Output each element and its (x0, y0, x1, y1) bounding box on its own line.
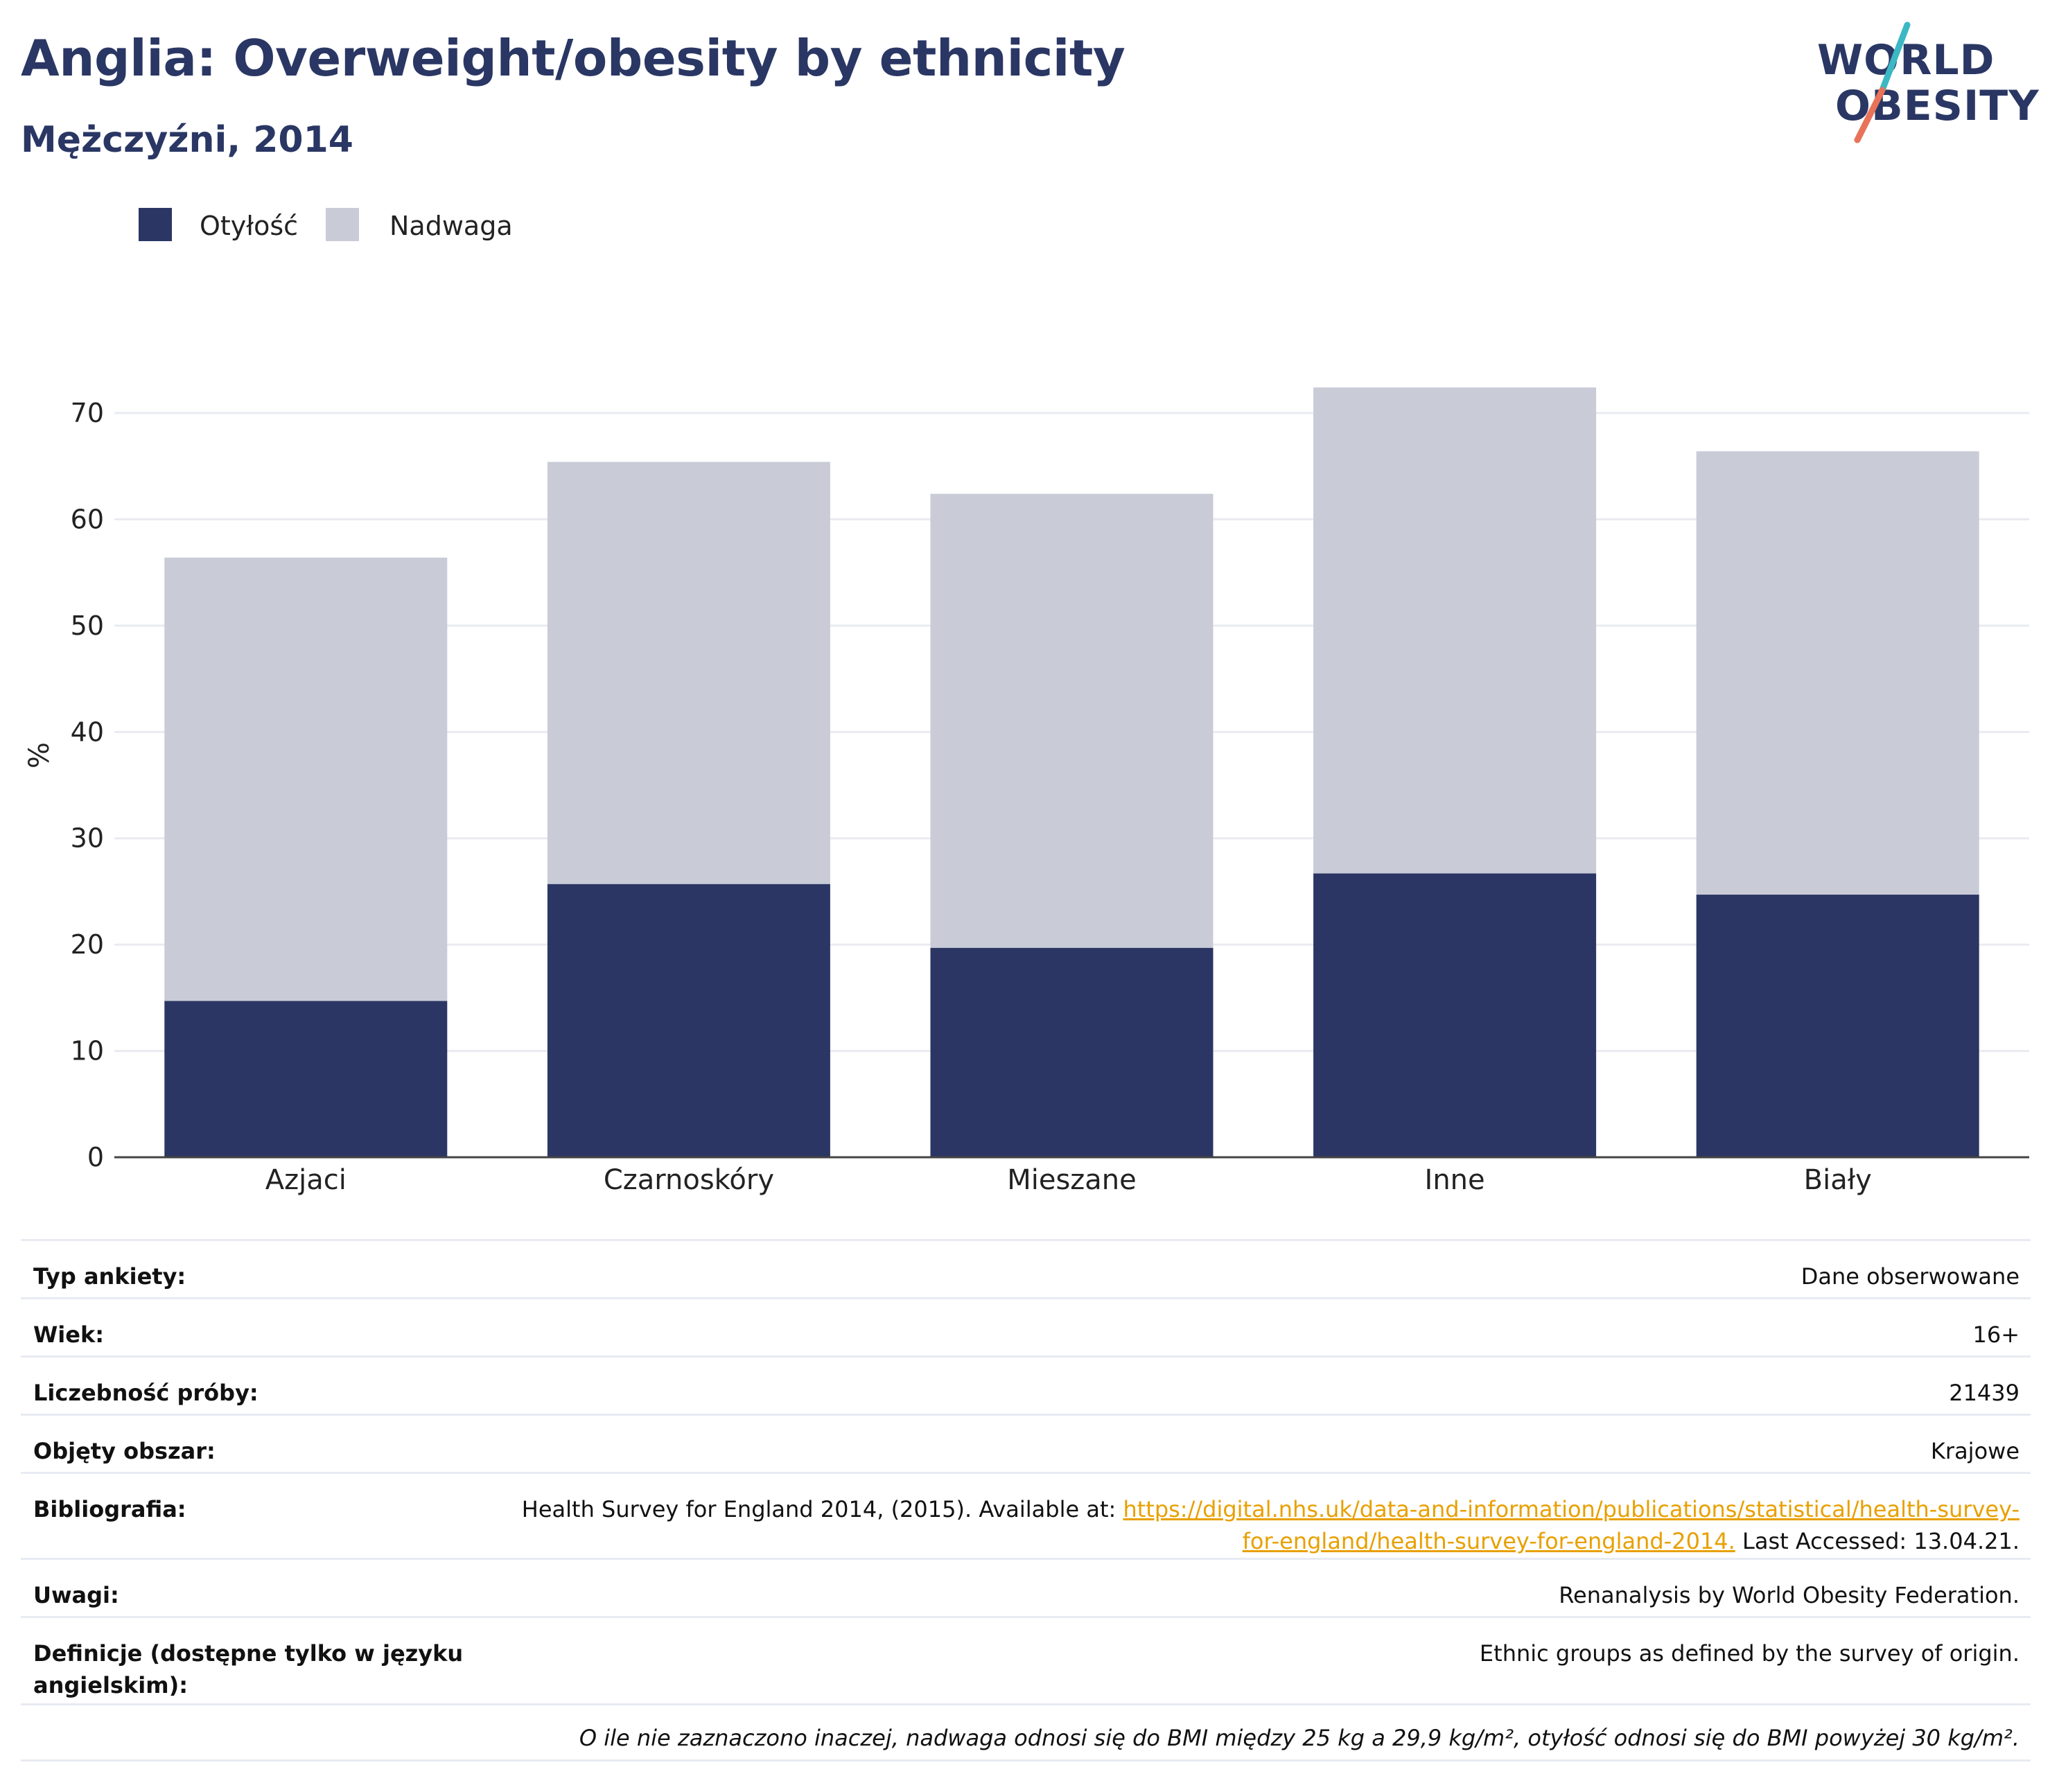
meta-row-bibliography: Bibliografia: Health Survey for England … (21, 1472, 2031, 1558)
bar-obesity (1696, 895, 1979, 1157)
y-tick-label: 70 (71, 398, 104, 428)
bar-overweight (1313, 387, 1597, 874)
meta-value: Ethnic groups as defined by the survey o… (1479, 1640, 2020, 1667)
logo-slash-icon (1854, 21, 1911, 143)
y-tick-label: 10 (71, 1036, 104, 1066)
x-tick-label: Inne (1425, 1164, 1485, 1196)
chart-title: Anglia: Overweight/obesity by ethnicity (21, 29, 1125, 87)
meta-row-sample-size: Liczebność próby: 21439 (21, 1355, 2031, 1414)
y-tick-label: 40 (71, 717, 104, 747)
bar-overweight (930, 493, 1214, 948)
bar-obesity (164, 1001, 448, 1157)
bibliography-link[interactable]: https://digital.nhs.uk/data-and-informat… (1123, 1496, 2020, 1554)
meta-row-age: Wiek: 16+ (21, 1297, 2031, 1355)
bar-obesity (930, 947, 1214, 1157)
meta-key: Uwagi: (33, 1582, 119, 1608)
meta-value: Renanalysis by World Obesity Federation. (1559, 1582, 2020, 1608)
meta-value: Krajowe (1930, 1438, 2020, 1464)
world-obesity-logo: WORLD OBESITY (1802, 21, 2039, 146)
meta-key: Objęty obszar: (33, 1438, 216, 1464)
legend-label-overweight: Nadwaga (389, 211, 513, 241)
legend-swatch-overweight (326, 208, 359, 241)
x-tick-label: Azjaci (265, 1164, 347, 1196)
bibliography-accessed: Last Accessed: 13.04.21. (1735, 1528, 2020, 1554)
bar-chart: 0 10 20 30 40 50 60 70% Azjaci Czarnoskóry Mieszan… (24, 387, 2029, 1196)
bar-overweight (1696, 451, 1979, 895)
bibliography-text: Health Survey for England 2014, (2015). … (521, 1496, 1123, 1522)
meta-row-footnote: O ile nie zaznaczono inaczej, nadwaga od… (21, 1703, 2031, 1762)
bar-obesity (1313, 873, 1597, 1157)
meta-key: Wiek: (33, 1321, 105, 1348)
y-tick-label: 0 (87, 1142, 104, 1172)
bar-obesity (547, 884, 830, 1157)
y-axis-label: % (24, 742, 55, 768)
bar-overweight (164, 557, 448, 1001)
x-tick-label: Biały (1804, 1164, 1872, 1196)
y-tick-label: 50 (71, 610, 104, 641)
meta-value: Health Survey for England 2014, (2015). … (495, 1493, 2020, 1557)
legend-label-obesity: Otyłość (200, 211, 299, 241)
chart-subtitle: Mężczyźni, 2014 (21, 119, 353, 161)
meta-key: Liczebność próby: (33, 1380, 259, 1406)
meta-value: Dane obserwowane (1801, 1263, 2020, 1290)
meta-key: Definicje (dostępne tylko w języku angie… (33, 1640, 464, 1698)
legend-swatch-obesity (139, 208, 172, 241)
y-tick-label: 30 (71, 823, 104, 854)
meta-row-definitions: Definicje (dostępne tylko w języku angie… (21, 1616, 2031, 1703)
logo-line-1: WORLD (1817, 36, 1995, 85)
x-tick-label: Mieszane (1007, 1164, 1137, 1196)
metadata-table: Typ ankiety: Dane obserwowane Wiek: 16+ … (21, 1239, 2031, 1762)
meta-row-area-covered: Objęty obszar: Krajowe (21, 1414, 2031, 1472)
y-tick-label: 20 (71, 929, 104, 960)
meta-value: 16+ (1972, 1321, 2020, 1348)
meta-key: Typ ankiety: (33, 1263, 186, 1290)
meta-row-survey-type: Typ ankiety: Dane obserwowane (21, 1239, 2031, 1297)
x-tick-label: Czarnoskóry (604, 1164, 774, 1196)
meta-key: Bibliografia: (33, 1496, 186, 1522)
meta-row-notes: Uwagi: Renanalysis by World Obesity Fede… (21, 1558, 2031, 1616)
bar-overweight (547, 462, 830, 884)
y-tick-label: 60 (71, 504, 104, 534)
meta-value: 21439 (1949, 1380, 2020, 1406)
footnote: O ile nie zaznaczono inaczej, nadwaga od… (579, 1725, 2020, 1751)
